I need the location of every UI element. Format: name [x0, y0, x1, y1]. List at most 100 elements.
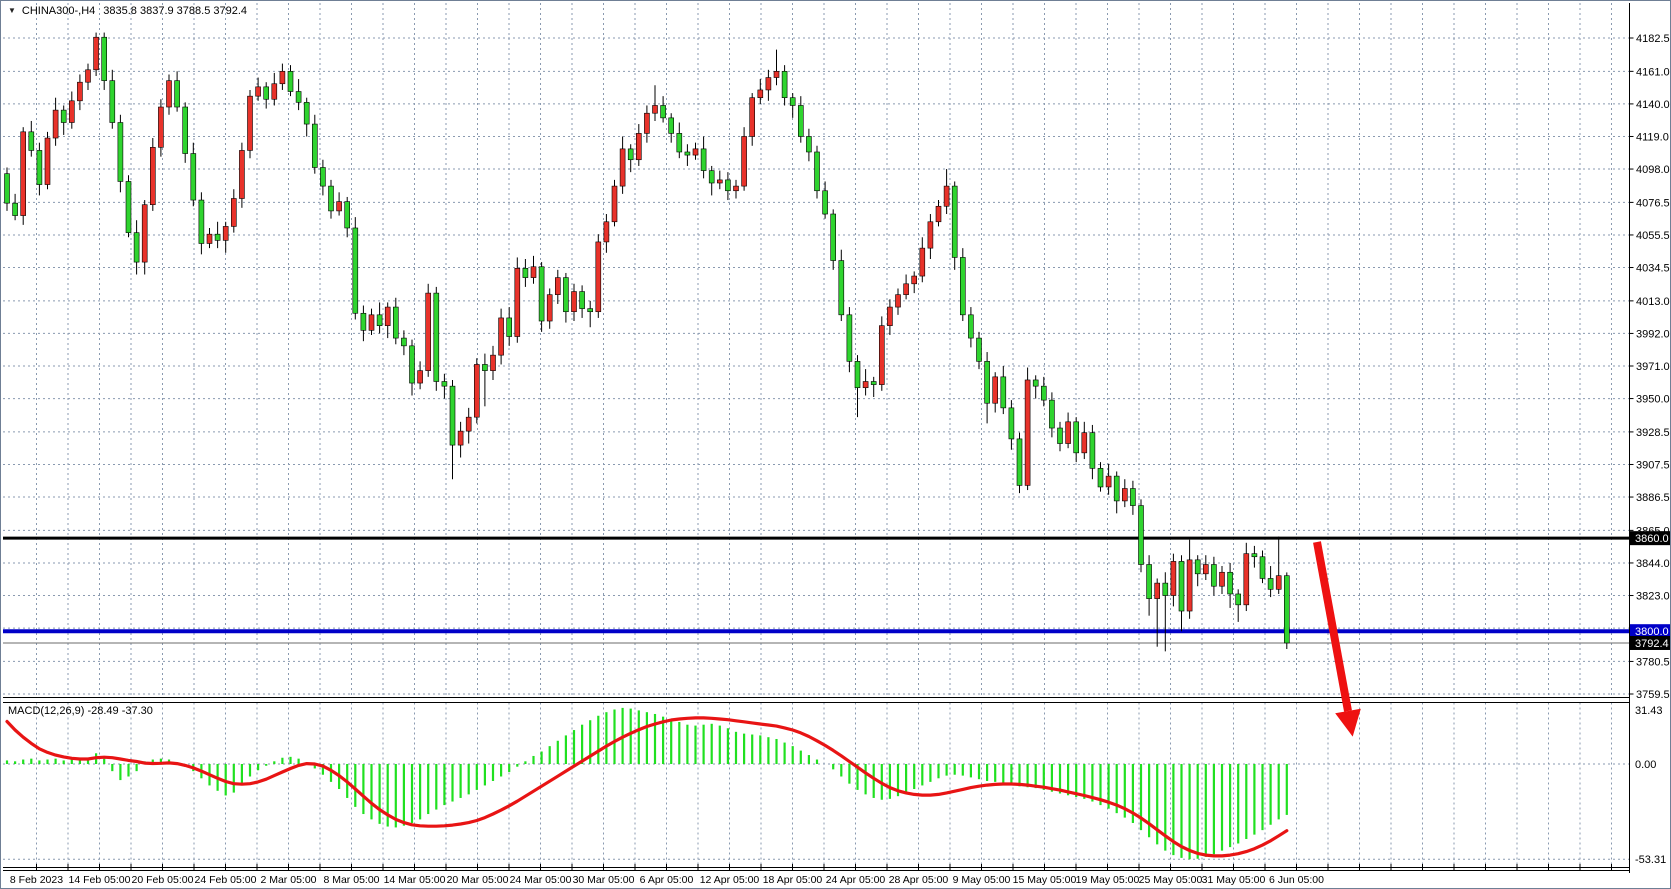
price-tick-label: 3886.5 [1636, 492, 1670, 504]
candle-body [1081, 432, 1088, 454]
price-label-badge [1630, 635, 1670, 650]
candle-body [692, 148, 699, 156]
candle-body [903, 283, 909, 295]
time-tick-label: 24 Mar 05:00 [510, 874, 572, 886]
candle-body [627, 148, 634, 161]
candle-body [117, 122, 124, 182]
candle-body [749, 97, 756, 137]
trend-arrow-shaft[interactable] [1313, 541, 1352, 712]
candle-body [822, 190, 828, 215]
price-tick-label: 4076.5 [1636, 197, 1670, 209]
candle-body [587, 308, 594, 313]
candle-body [36, 150, 43, 185]
candle-body [1113, 475, 1120, 502]
candle-body [1235, 593, 1241, 606]
candle-body [336, 201, 342, 212]
time-tick-label: 24 Feb 05:00 [195, 874, 257, 886]
candle-body [1138, 505, 1144, 565]
candle-body [12, 202, 18, 216]
candle-body [571, 291, 577, 313]
candle-body [757, 89, 764, 99]
time-tick-label: 25 May 05:00 [1139, 874, 1203, 886]
candle-body [635, 133, 642, 161]
price-tick-label: 3823.0 [1636, 591, 1670, 603]
time-tick-label: 8 Mar 05:00 [323, 874, 379, 886]
candle-body [295, 91, 302, 103]
candle-body [457, 430, 464, 446]
candle-body [214, 233, 221, 241]
candle-body [668, 117, 675, 134]
macd-tick-label: -53.31 [1635, 854, 1666, 866]
candle-body [878, 325, 885, 385]
candle-body [854, 361, 861, 389]
price-tick-label: 4140.0 [1636, 99, 1670, 111]
candle-body [911, 275, 918, 285]
candle-body [255, 86, 261, 97]
candle-body [198, 199, 205, 244]
candle-body [806, 136, 812, 153]
candle-body [101, 36, 107, 81]
candle-body [514, 267, 521, 337]
candle-body [741, 136, 747, 187]
candle-body [838, 260, 845, 316]
candle-body [1170, 561, 1177, 596]
candle-body [417, 370, 423, 384]
candle-body [287, 71, 294, 92]
candle-body [619, 148, 626, 187]
candle-body [449, 385, 456, 446]
time-tick-label: 6 Jun 05:00 [1269, 874, 1324, 886]
candle-body [1073, 421, 1079, 454]
price-tick-label: 4013.0 [1636, 296, 1670, 308]
price-tick-label: 4098.0 [1636, 164, 1670, 176]
time-tick-label: 6 Apr 05:00 [640, 874, 694, 886]
candle-body [141, 204, 148, 263]
candle-body [1032, 379, 1039, 387]
candle-body [1008, 407, 1015, 440]
candle-body [158, 106, 164, 148]
candle-body [1251, 553, 1258, 558]
candle-body [927, 221, 934, 249]
candle-body [660, 105, 666, 119]
candle-body [1122, 488, 1128, 502]
symbol-marker-icon[interactable]: ▼ [8, 6, 16, 15]
price-tick-label: 4055.5 [1636, 230, 1670, 242]
candle-body [1162, 582, 1169, 596]
candle-body [425, 292, 432, 371]
price-label-badge [1630, 624, 1670, 639]
candle-body [1186, 559, 1193, 612]
candle-body [490, 354, 496, 371]
candle-body [328, 185, 334, 212]
candle-body [530, 266, 537, 278]
time-tick-label: 2 Mar 05:00 [260, 874, 316, 886]
chart-title: ▼ CHINA300-,H4 3835.8 3837.9 3788.5 3792.4 [8, 5, 247, 17]
candle-body [992, 376, 999, 404]
candle-body [976, 337, 982, 362]
time-tick-label: 31 May 05:00 [1202, 874, 1266, 886]
candle-body [563, 277, 569, 313]
candle-body [60, 109, 67, 123]
candle-body [1267, 578, 1274, 590]
candle-body [368, 314, 375, 331]
candle-body [133, 232, 140, 263]
candle-body [311, 123, 318, 168]
candle-body [20, 131, 27, 216]
candle-body [1211, 564, 1217, 587]
macd-tick-label: 0.00 [1635, 759, 1656, 771]
candle-body [352, 227, 359, 314]
time-tick-label: 20 Mar 05:00 [447, 874, 509, 886]
price-tick-label: 3759.5 [1636, 689, 1670, 701]
candle-body [595, 241, 602, 313]
price-tick-label: 4161.0 [1636, 66, 1670, 78]
candle-body [846, 314, 853, 362]
candle-body [93, 36, 99, 71]
candle-body [733, 185, 739, 192]
candle-body [1089, 432, 1096, 469]
trend-arrow-head[interactable] [1335, 708, 1361, 737]
candle-body [28, 131, 35, 151]
candle-body [44, 137, 51, 185]
candle-body [765, 77, 772, 91]
candle-body [870, 381, 877, 385]
